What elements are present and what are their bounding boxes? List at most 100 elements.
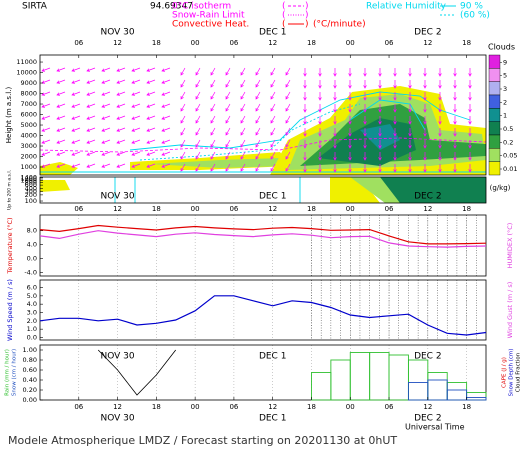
wind-arrow bbox=[423, 152, 427, 161]
wind-arrow bbox=[131, 115, 141, 120]
wind-arrow bbox=[348, 80, 352, 89]
wind-arrow bbox=[438, 80, 442, 89]
wind-arrow bbox=[333, 104, 337, 113]
cloud-area bbox=[360, 124, 400, 150]
wind-arrow bbox=[270, 139, 276, 148]
colorbar-swatch bbox=[488, 148, 501, 162]
wind-arrow bbox=[453, 152, 457, 161]
wind-arrow bbox=[423, 80, 427, 89]
y-tick-label: 100 bbox=[25, 197, 37, 205]
y-tick-label: 300 bbox=[25, 187, 37, 195]
wind-arrow bbox=[240, 115, 246, 124]
wind-arrow bbox=[56, 127, 66, 132]
wind-arrow bbox=[318, 140, 322, 149]
date-label: NOV 30 bbox=[100, 352, 134, 362]
wind-arrow bbox=[303, 92, 307, 101]
wind-arrow bbox=[270, 103, 276, 112]
wind-arrow bbox=[378, 152, 382, 161]
wind-arrow bbox=[270, 163, 276, 172]
wind-arrow bbox=[225, 67, 231, 76]
wind-arrow bbox=[468, 152, 472, 161]
wind-arrow bbox=[453, 104, 457, 113]
wind-arrow bbox=[423, 116, 427, 125]
wind-arrow bbox=[438, 164, 442, 173]
wind-arrow bbox=[195, 163, 201, 172]
wind-arrow bbox=[131, 127, 141, 132]
wind-arrow bbox=[378, 116, 382, 125]
date-label: DEC 2 bbox=[414, 352, 442, 362]
x-tick-label: 18 bbox=[307, 39, 316, 47]
wind-arrow bbox=[438, 128, 442, 137]
x-tick-label: 18 bbox=[307, 205, 316, 213]
wind-arrow bbox=[56, 151, 66, 156]
wind-arrow bbox=[116, 103, 126, 108]
wind-arrow bbox=[348, 92, 352, 101]
y2-axis-label: Wind Gust (m / s) bbox=[506, 282, 514, 339]
wind-arrow bbox=[210, 139, 216, 148]
wind-arrow bbox=[161, 127, 171, 132]
wind-arrow bbox=[333, 152, 337, 161]
wind-arrow bbox=[225, 91, 231, 100]
colorbar-label: 0.01 bbox=[503, 165, 517, 173]
wind-arrow bbox=[270, 115, 276, 124]
wind-arrow bbox=[348, 140, 352, 149]
wind-arrow bbox=[71, 79, 81, 84]
wind-arrow bbox=[71, 163, 81, 168]
wind-arrow bbox=[270, 91, 276, 100]
date-label: DEC 2 bbox=[414, 414, 442, 424]
colorbar-label: 0.2 bbox=[503, 138, 513, 146]
wind-arrow bbox=[210, 127, 216, 136]
x-tick-label: 18 bbox=[152, 39, 161, 47]
x-tick-label: 18 bbox=[307, 403, 316, 411]
wind-arrow bbox=[285, 115, 291, 124]
wind-arrow bbox=[393, 92, 397, 101]
wind-arrow bbox=[318, 92, 322, 101]
wind-arrow bbox=[41, 91, 51, 96]
y-tick-label: 2000 bbox=[20, 153, 37, 161]
wind-arrow bbox=[210, 163, 216, 172]
wind-arrow bbox=[453, 140, 457, 149]
wind-arrow bbox=[423, 92, 427, 101]
x-tick-label: 12 bbox=[423, 403, 432, 411]
x-tick-label: 06 bbox=[385, 39, 394, 47]
wind-arrow bbox=[240, 67, 246, 76]
y-tick-label: 8.0 bbox=[27, 227, 37, 235]
series-line bbox=[39, 295, 487, 336]
wind-arrow bbox=[303, 128, 307, 137]
wind-arrow bbox=[86, 67, 96, 72]
y-tick-label: 1000 bbox=[20, 177, 37, 185]
wind-arrow bbox=[453, 80, 457, 89]
wind-arrow bbox=[41, 67, 51, 72]
wind-arrow bbox=[101, 115, 111, 120]
wind-arrow bbox=[161, 91, 171, 96]
wind-arrow bbox=[116, 115, 126, 120]
wind-arrow bbox=[131, 67, 141, 72]
colorbar-swatch bbox=[488, 54, 501, 69]
wind-arrow bbox=[255, 103, 261, 112]
paren: ) bbox=[305, 20, 309, 30]
wind-arrow bbox=[225, 79, 231, 88]
wind-arrow bbox=[101, 79, 111, 84]
wind-arrow bbox=[41, 103, 51, 108]
x-tick-label: 18 bbox=[462, 403, 471, 411]
y-tick-label: 600 bbox=[25, 181, 37, 189]
x-tick-label: 00 bbox=[346, 39, 355, 47]
y2-axis-label: Cloud Fraction bbox=[516, 352, 522, 392]
wind-arrow bbox=[348, 128, 352, 137]
wind-arrow bbox=[180, 79, 186, 88]
wind-arrow bbox=[146, 139, 156, 144]
wind-arrow bbox=[363, 104, 367, 113]
wind-arrow bbox=[161, 151, 171, 156]
y-tick-label: 0.40 bbox=[23, 376, 37, 384]
wind-arrow bbox=[71, 139, 81, 144]
wind-arrow bbox=[270, 67, 276, 76]
y-tick-label: 7000 bbox=[20, 100, 37, 108]
date-label: NOV 30 bbox=[100, 414, 134, 424]
wind-arrow bbox=[303, 164, 307, 173]
wind-arrow bbox=[240, 79, 246, 88]
x-tick-label: 06 bbox=[74, 39, 83, 47]
date-label: NOV 30 bbox=[100, 192, 134, 202]
y-tick-label: 2.0 bbox=[27, 317, 37, 325]
wind-arrow bbox=[468, 80, 472, 89]
wind-arrow bbox=[86, 139, 96, 144]
